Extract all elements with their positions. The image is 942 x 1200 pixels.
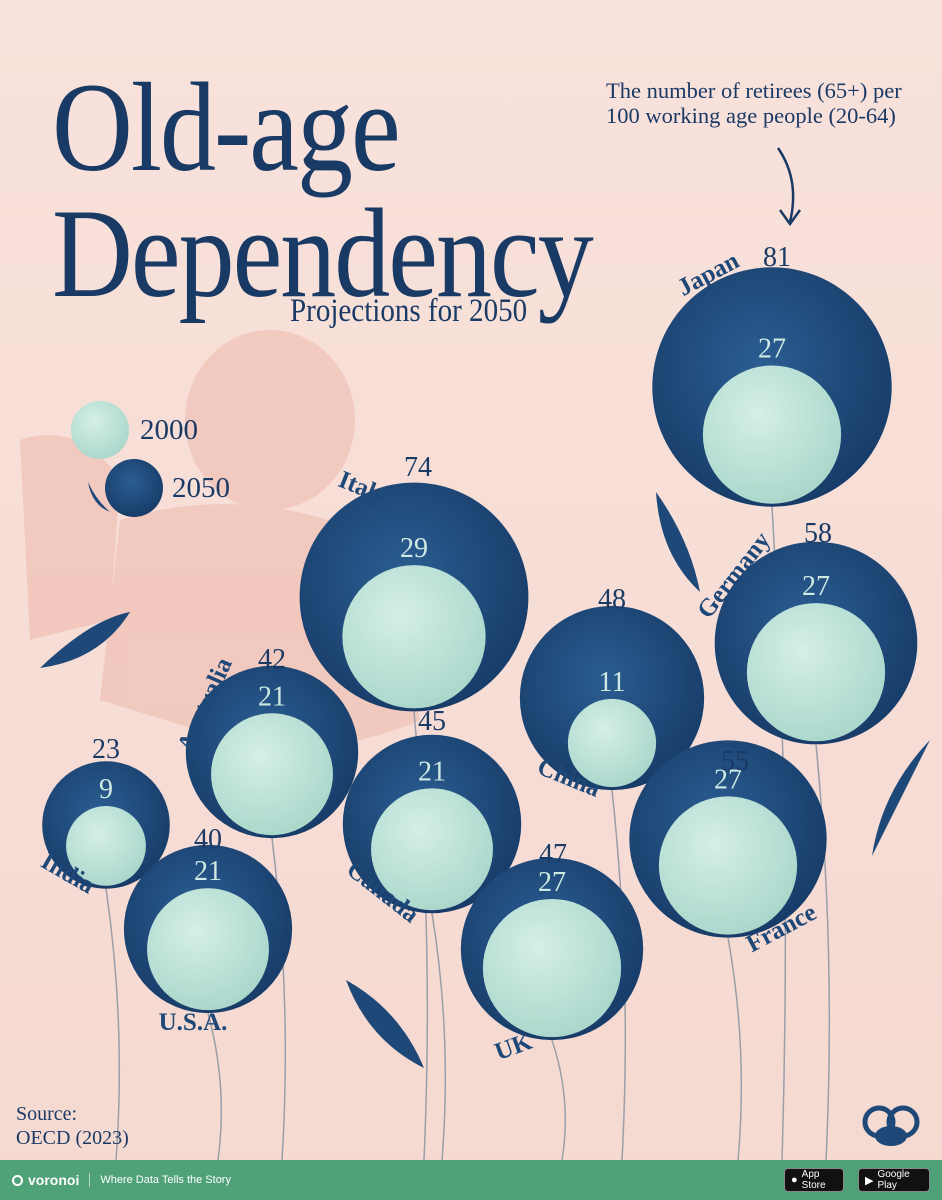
value-2050-usa: 40 xyxy=(194,824,222,855)
play-icon: ▶ xyxy=(865,1174,874,1187)
bubble-2000-italy xyxy=(342,565,486,709)
bubble-usa: 21 xyxy=(123,844,293,1014)
bubble-2000-canada xyxy=(371,788,493,911)
bubble-france: 27 xyxy=(629,740,827,938)
value-2050-china: 48 xyxy=(598,584,626,615)
value-2000-china: 11 xyxy=(599,667,626,698)
footer-divider xyxy=(89,1173,91,1187)
value-2000-uk: 27 xyxy=(538,867,566,898)
bubble-uk: 27 xyxy=(460,857,644,1041)
value-2050-uk: 47 xyxy=(539,839,567,870)
stem-usa xyxy=(207,1012,223,1161)
google-play-label: Google Play xyxy=(877,1169,910,1191)
bubble-china: 11 xyxy=(519,605,705,791)
value-2050-australia: 42 xyxy=(258,644,286,675)
stem-uk xyxy=(551,1039,567,1161)
bubble-canada: 21 xyxy=(342,734,522,914)
value-2000-usa: 21 xyxy=(194,856,222,887)
value-2000-italy: 29 xyxy=(400,533,428,564)
stem-australia xyxy=(271,838,287,1161)
bubble-india: 9 xyxy=(42,761,170,889)
bubble-2050-china xyxy=(519,605,705,791)
bubble-2000-japan xyxy=(702,365,842,504)
google-play-button[interactable]: ▶ Google Play xyxy=(858,1168,930,1192)
bubble-2000-australia xyxy=(211,713,333,836)
bubble-germany: 27 xyxy=(714,541,918,745)
source-value: OECD (2023) xyxy=(16,1127,129,1149)
footer-bar: voronoi Where Data Tells the Story ● App… xyxy=(0,1160,942,1200)
bubble-2000-india xyxy=(66,805,146,886)
apple-icon: ● xyxy=(791,1174,798,1186)
app-store-button[interactable]: ● App Store xyxy=(784,1168,844,1192)
value-2000-japan: 27 xyxy=(758,333,786,364)
brand[interactable]: voronoi xyxy=(12,1172,79,1188)
brand-name: voronoi xyxy=(28,1172,80,1188)
value-2000-canada: 21 xyxy=(418,756,446,787)
measure-note: The number of retirees (65+) per 100 wor… xyxy=(606,78,902,128)
bubble-2000-uk xyxy=(482,898,622,1038)
title-line-1: Old-age xyxy=(52,57,401,199)
bubble-2000-china xyxy=(567,698,657,788)
value-2050-italy: 74 xyxy=(404,452,432,483)
bubble-italy: 29 xyxy=(299,482,529,712)
value-2000-australia: 21 xyxy=(258,681,286,712)
legend-label-2050: 2050 xyxy=(172,472,230,504)
legend-label-2000: 2000 xyxy=(140,414,198,446)
value-2000-india: 9 xyxy=(99,774,113,805)
voronoi-logo-icon xyxy=(12,1174,23,1186)
bubble-2000-germany xyxy=(746,603,886,742)
value-2000-france: 27 xyxy=(714,764,742,795)
stem-germany xyxy=(815,744,831,1161)
note-arrow-head xyxy=(778,209,802,227)
leaves xyxy=(40,482,930,1068)
app-store-label: App Store xyxy=(801,1169,826,1191)
bubble-australia: 21 xyxy=(185,665,359,839)
bubble-japan: 27 xyxy=(652,267,892,507)
source-note: Source: OECD (2023) xyxy=(16,1102,129,1150)
bubble-2000-usa xyxy=(147,888,269,1011)
note-arrow xyxy=(776,147,795,223)
value-2050-germany: 58 xyxy=(804,518,832,549)
country-label-usa: U.S.A. xyxy=(159,1009,228,1036)
value-2000-germany: 27 xyxy=(802,571,830,602)
stem-india xyxy=(105,888,121,1161)
source-label: Source: xyxy=(16,1103,78,1125)
stem-france xyxy=(727,937,743,1161)
value-2050-japan: 81 xyxy=(763,242,791,273)
stem-canada xyxy=(431,913,447,1161)
title-line-2: Dependency xyxy=(52,183,594,325)
legend-bubble-2000 xyxy=(71,401,129,459)
footer-tagline: Where Data Tells the Story xyxy=(100,1174,231,1186)
bubble-2000-france xyxy=(658,796,798,935)
legend-bubble-2050 xyxy=(105,459,163,517)
subtitle: Projections for 2050 xyxy=(290,293,528,329)
value-2050-france: 55 xyxy=(721,746,749,777)
value-2050-canada: 45 xyxy=(418,706,446,737)
value-2050-india: 23 xyxy=(92,734,120,765)
voronoi-mark-icon xyxy=(862,1105,920,1146)
